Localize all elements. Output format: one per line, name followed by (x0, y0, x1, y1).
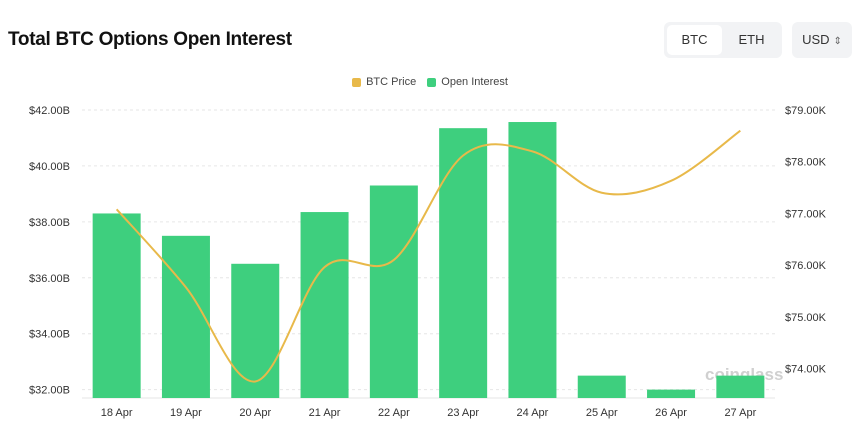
x-axis-tick: 19 Apr (170, 407, 202, 419)
x-axis-tick: 20 Apr (239, 407, 271, 419)
bar-open-interest (577, 375, 626, 398)
left-axis-tick: $36.00B (29, 273, 70, 285)
right-axis-tick: $74.00K (785, 364, 827, 376)
bar-open-interest (508, 122, 557, 398)
legend-label: Open Interest (441, 76, 508, 88)
legend: BTC Price Open Interest (0, 76, 860, 90)
bar-open-interest (161, 235, 210, 398)
currency-select[interactable]: USD ⇕ (792, 22, 852, 58)
coin-toggle: BTC ETH (664, 22, 782, 58)
bar-open-interest (716, 375, 765, 398)
x-axis-tick: 21 Apr (309, 407, 341, 419)
legend-item-open-interest[interactable]: Open Interest (427, 76, 508, 88)
left-axis-tick: $34.00B (29, 329, 70, 341)
bar-open-interest (92, 213, 141, 398)
left-axis-tick: $38.00B (29, 217, 70, 229)
right-axis-tick: $77.00K (785, 208, 827, 220)
x-axis-tick: 24 Apr (517, 407, 549, 419)
bar-open-interest (300, 212, 349, 398)
legend-item-btc-price[interactable]: BTC Price (352, 76, 416, 88)
right-axis-tick: $79.00K (785, 105, 827, 117)
x-axis-tick: 25 Apr (586, 407, 618, 419)
bar-open-interest (369, 185, 418, 398)
left-axis-tick: $32.00B (29, 385, 70, 397)
bar-open-interest (647, 389, 696, 398)
legend-swatch (427, 77, 437, 87)
currency-value: USD (802, 32, 830, 47)
right-axis-tick: $78.00K (785, 157, 827, 169)
x-axis-tick: 26 Apr (655, 407, 687, 419)
x-axis-tick: 18 Apr (101, 407, 133, 419)
line-btc-price (115, 129, 741, 383)
sort-arrows-icon: ⇕ (833, 36, 842, 47)
x-axis-tick: 22 Apr (378, 407, 410, 419)
x-axis-tick: 23 Apr (447, 407, 479, 419)
coin-option-eth[interactable]: ETH (738, 32, 765, 47)
right-axis-tick: $75.00K (785, 312, 827, 324)
left-axis-tick: $42.00B (29, 105, 70, 117)
legend-label: BTC Price (366, 76, 417, 88)
page-title: Total BTC Options Open Interest (8, 29, 292, 50)
legend-swatch (352, 77, 362, 87)
x-axis-tick: 27 Apr (724, 407, 756, 419)
bar-open-interest (231, 263, 280, 398)
right-axis-tick: $76.00K (785, 260, 827, 272)
coin-option-btc[interactable]: BTC (667, 25, 722, 55)
bar-open-interest (439, 128, 488, 399)
left-axis-tick: $40.00B (29, 161, 70, 173)
